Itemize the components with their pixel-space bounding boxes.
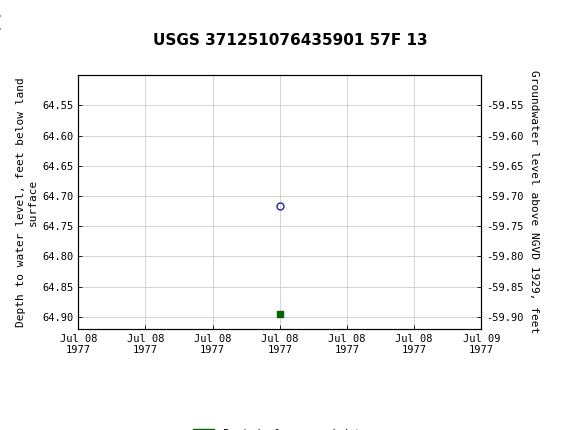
Legend: Period of approved data: Period of approved data [189, 425, 371, 430]
Text: USGS: USGS [8, 15, 50, 30]
Bar [1, 3, 23, 42]
Text: USGS 371251076435901 57F 13: USGS 371251076435901 57F 13 [153, 34, 427, 48]
Text: USGS: USGS [5, 15, 52, 30]
Y-axis label: Depth to water level, feet below land
surface: Depth to water level, feet below land su… [16, 77, 38, 327]
Y-axis label: Groundwater level above NGVD 1929, feet: Groundwater level above NGVD 1929, feet [530, 71, 539, 334]
Text: ≋: ≋ [1, 16, 11, 29]
